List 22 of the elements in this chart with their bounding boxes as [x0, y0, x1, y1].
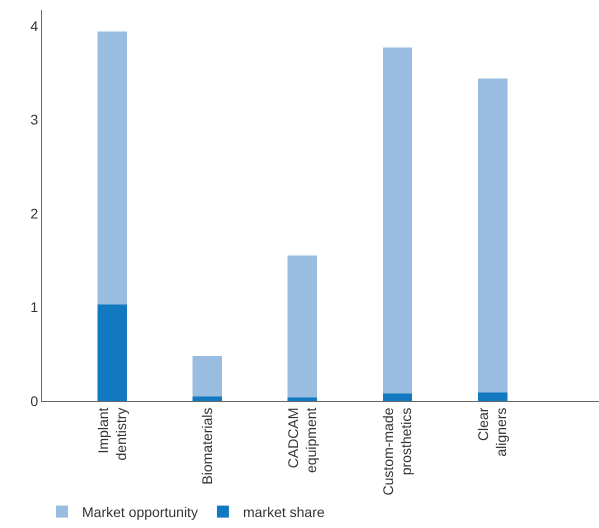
bar	[382, 394, 412, 401]
bar	[478, 78, 508, 393]
legend-label: Market opportunity	[82, 504, 198, 520]
bar	[98, 32, 128, 304]
y-tick-label: 4	[30, 18, 38, 34]
x-tick-label: Implant dentistry	[94, 408, 129, 461]
bar	[192, 396, 222, 401]
bar	[192, 356, 222, 396]
bar	[288, 256, 318, 398]
bar	[382, 48, 412, 394]
y-tick-label: 2	[30, 205, 38, 222]
x-tick-label: Biomaterials	[198, 408, 215, 485]
x-tick-label: Custom-made prosthetics	[380, 407, 414, 496]
bar	[98, 304, 128, 401]
y-tick-label: 0	[30, 392, 38, 409]
y-tick-label: 3	[30, 112, 38, 128]
legend-label: market share	[242, 504, 325, 520]
x-tick-label: CADCAM equipment	[284, 408, 320, 473]
bar	[478, 392, 508, 401]
x-tick-label: Clear aligners	[474, 407, 510, 457]
y-tick-label: 1	[30, 299, 38, 316]
bar	[288, 397, 318, 401]
